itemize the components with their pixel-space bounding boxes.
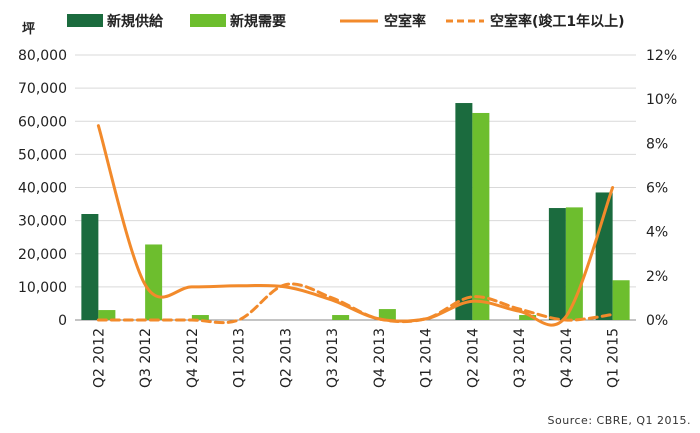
y-tick-label: 60,000 [18, 114, 67, 130]
x-tick-label: Q1 2014 [419, 328, 435, 388]
bar-demand [98, 310, 116, 320]
y2-tick-label: 6% [646, 181, 668, 197]
y-tick-label: 30,000 [18, 214, 67, 230]
y-tick-label: 50,000 [18, 147, 67, 163]
x-tick-label: Q4 2013 [372, 328, 388, 388]
bar-demand [145, 244, 163, 320]
legend-label: 新規需要 [230, 13, 286, 30]
x-tick-label: Q2 2013 [278, 328, 294, 388]
x-tick-label: Q4 2014 [559, 328, 575, 388]
y2-tick-label: 4% [646, 225, 668, 241]
bar-demand [472, 112, 490, 320]
legend: 新規供給 新規需要 空室率 空室率(竣工1年以上) [67, 13, 625, 30]
y-tick-label: 40,000 [18, 181, 67, 197]
bar-demand [191, 315, 209, 320]
y2-tick-label: 2% [646, 269, 668, 285]
bar-supply [455, 103, 473, 320]
x-tick-label: Q1 2013 [232, 328, 248, 388]
bar-supply [81, 214, 99, 320]
legend-swatch [190, 14, 226, 27]
line-vacancy-rate [96, 124, 615, 327]
legend-swatch [67, 14, 103, 27]
bar-supply [548, 208, 566, 320]
x-tick-label: Q2 2012 [91, 328, 107, 388]
x-tick-label: Q2 2014 [465, 328, 481, 388]
y2-tick-label: 12% [646, 48, 677, 64]
x-tick-label: Q3 2013 [325, 328, 341, 388]
y-axis-unit: 坪 [22, 22, 35, 37]
legend-label: 新規供給 [107, 13, 164, 30]
y-tick-label: 0 [58, 313, 67, 329]
y-tick-label: 20,000 [18, 247, 67, 263]
y2-tick-label: 8% [646, 136, 668, 152]
line-vacancy-rate-existing [96, 282, 615, 325]
gridlines [75, 54, 636, 321]
bar-demand [612, 280, 630, 320]
bar-demand [332, 315, 350, 320]
legend-label: 空室率(竣工1年以上) [490, 13, 625, 30]
bar-demand [378, 309, 396, 320]
legend-label: 空室率 [384, 13, 426, 30]
y-tick-label: 10,000 [18, 280, 67, 296]
bar-demand [519, 315, 537, 320]
x-tick-label: Q1 2015 [606, 328, 622, 388]
source-note: Source: CBRE, Q1 2015. [548, 414, 691, 427]
x-tick-label: Q3 2014 [512, 328, 528, 388]
x-tick-label: Q3 2012 [138, 328, 154, 388]
x-tick-label: Q4 2012 [185, 328, 201, 388]
y2-tick-label: 0% [646, 313, 668, 329]
lines [96, 124, 615, 327]
y-tick-label: 70,000 [18, 81, 67, 97]
y2-tick-label: 10% [646, 92, 677, 108]
bars [81, 103, 630, 320]
axes: 0 10,000 20,000 30,000 40,000 50,000 60,000 70,… [18, 48, 677, 388]
y-tick-label: 80,000 [18, 48, 67, 64]
